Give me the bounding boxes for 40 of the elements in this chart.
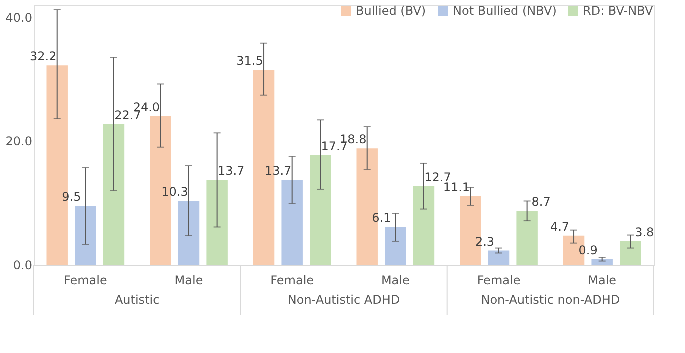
data-label: 0.9	[578, 243, 598, 258]
bar	[75, 206, 96, 265]
legend-label: Not Bullied (NBV)	[453, 4, 557, 18]
data-label: 11.1	[443, 180, 470, 194]
legend-label: Bullied (BV)	[356, 4, 426, 18]
x-tick-label: Male	[381, 274, 410, 288]
data-label: 3.8	[635, 225, 654, 240]
bar	[206, 180, 228, 265]
bar	[310, 155, 332, 265]
text: Autistic	[114, 293, 160, 307]
x-tick-label: Female	[64, 274, 108, 288]
data-label: 9.5	[62, 190, 82, 204]
y-tick-label: 0.0	[13, 258, 32, 272]
bar	[516, 211, 538, 265]
bar	[385, 227, 406, 265]
legend-label: RD: BV-NBV	[583, 4, 654, 18]
text: Non-Autistic ADHD	[288, 293, 400, 307]
bar	[103, 124, 125, 265]
bar	[413, 186, 435, 265]
bar	[282, 180, 303, 265]
x-tick-label: Female	[477, 274, 521, 288]
data-label: 6.1	[372, 211, 392, 226]
data-label: 2.3	[475, 234, 495, 249]
data-label: 13.7	[264, 164, 292, 178]
data-label: 8.7	[532, 195, 551, 210]
x-tick-label: Male	[174, 274, 204, 288]
bar	[592, 259, 613, 265]
x-tick-label: Male	[588, 274, 617, 288]
data-label: 31.5	[236, 54, 264, 68]
bar	[620, 241, 642, 265]
y-tick-label: 20.0	[6, 134, 32, 149]
data-label: 13.7	[218, 164, 245, 178]
x-tick-label: Female	[270, 274, 314, 288]
data-label: 10.3	[162, 185, 188, 200]
text: Non-Autistic non-ADHD	[481, 293, 620, 307]
data-label: 4.7	[550, 220, 570, 234]
bar	[488, 250, 510, 265]
y-tick-label: 40.0	[6, 10, 32, 25]
data-label: 32.2	[30, 50, 57, 64]
bar	[178, 201, 200, 265]
